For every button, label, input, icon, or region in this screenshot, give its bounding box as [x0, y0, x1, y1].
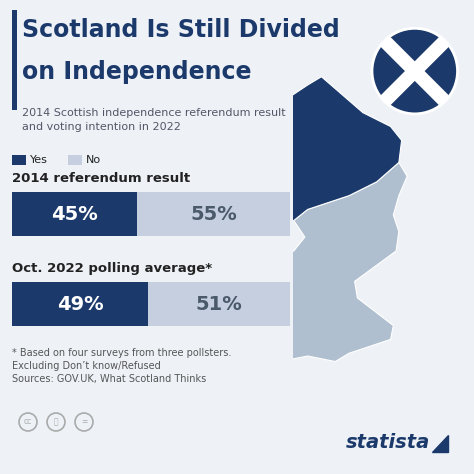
Text: Sources: GOV.UK, What Scotland Thinks: Sources: GOV.UK, What Scotland Thinks [12, 374, 206, 384]
Text: cc: cc [24, 418, 32, 427]
Text: =: = [81, 418, 87, 427]
Bar [12, 155, 26, 165]
Bar [148, 282, 290, 326]
Text: on Independence: on Independence [22, 60, 252, 84]
Text: Yes: Yes [30, 155, 48, 165]
Text: * Based on four surveys from three pollsters.: * Based on four surveys from three polls… [12, 348, 231, 358]
Text: Oct. 2022 polling average*: Oct. 2022 polling average* [12, 262, 212, 275]
Text: 55%: 55% [190, 204, 237, 224]
Bar [12, 282, 148, 326]
Circle shape [372, 28, 457, 114]
Text: 49%: 49% [57, 294, 103, 313]
Text: 45%: 45% [51, 204, 98, 224]
Text: 51%: 51% [196, 294, 243, 313]
Bar [12, 192, 137, 236]
Bar [68, 155, 82, 165]
Bar [12, 10, 17, 110]
Text: Excluding Don’t know/Refused: Excluding Don’t know/Refused [12, 361, 161, 371]
Bar [137, 192, 290, 236]
Text: ⓘ: ⓘ [54, 418, 58, 427]
Text: Scotland Is Still Divided: Scotland Is Still Divided [22, 18, 340, 42]
Text: No: No [86, 155, 101, 165]
Text: statista: statista [346, 433, 430, 452]
Polygon shape [432, 435, 448, 452]
Text: 2014 referendum result: 2014 referendum result [12, 172, 190, 185]
Text: 2014 Scottish independence referendum result
and voting intention in 2022: 2014 Scottish independence referendum re… [22, 108, 286, 132]
